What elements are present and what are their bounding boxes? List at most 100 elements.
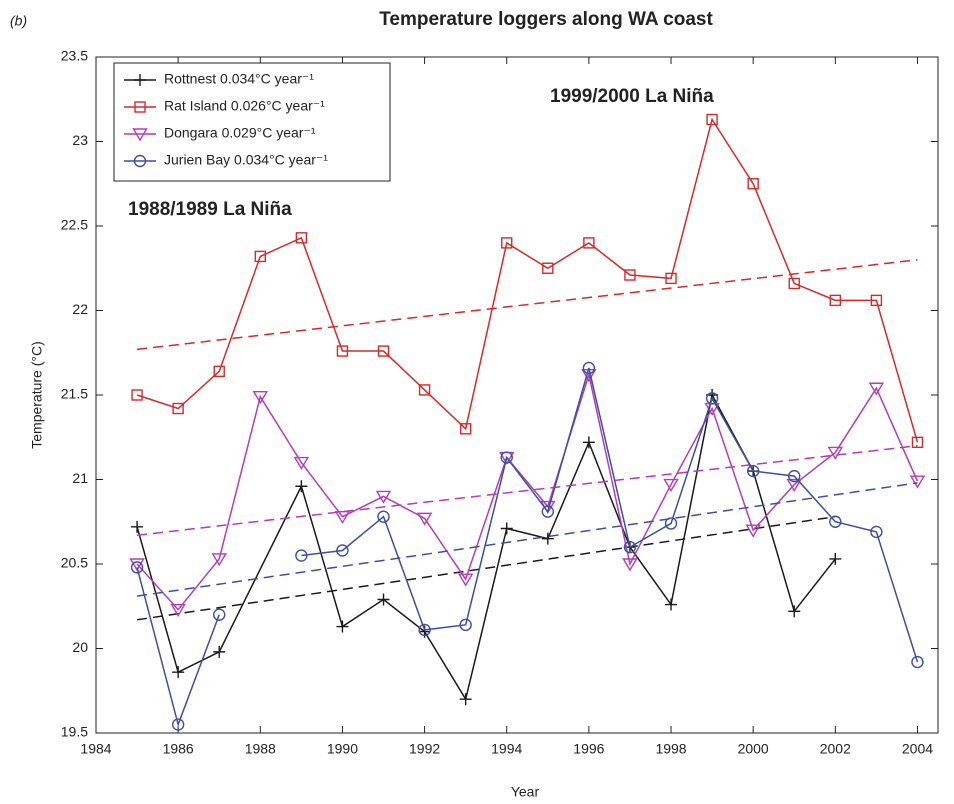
marker xyxy=(870,525,883,539)
marker xyxy=(500,522,513,535)
marker xyxy=(583,237,595,249)
marker xyxy=(911,655,924,669)
marker xyxy=(501,237,513,249)
legend-label: Dongara 0.029°C year⁻¹ xyxy=(164,125,316,141)
legend-label: Jurien Bay 0.034°C year⁻¹ xyxy=(164,152,328,168)
marker xyxy=(375,490,392,504)
y-tick-label: 21.5 xyxy=(61,386,88,402)
marker xyxy=(336,345,349,357)
marker xyxy=(829,294,842,307)
y-tick-label: 22.5 xyxy=(61,217,88,233)
marker xyxy=(171,718,185,731)
marker xyxy=(909,475,926,489)
marker xyxy=(134,74,146,86)
marker xyxy=(541,532,554,545)
y-tick-label: 22 xyxy=(72,301,88,317)
marker xyxy=(870,294,883,307)
marker xyxy=(500,451,513,464)
x-tick-label: 1984 xyxy=(80,741,111,757)
y-tick-label: 20.5 xyxy=(61,555,88,571)
x-tick-label: 2004 xyxy=(902,741,933,757)
y-tick-label: 21 xyxy=(72,470,88,486)
marker xyxy=(827,446,844,460)
marker xyxy=(664,517,678,530)
marker xyxy=(663,478,679,492)
trend-line xyxy=(136,444,918,537)
marker xyxy=(665,598,678,611)
marker xyxy=(334,510,351,525)
marker xyxy=(295,232,308,244)
marker xyxy=(665,272,677,285)
marker xyxy=(336,620,349,633)
marker xyxy=(252,390,269,405)
series-line xyxy=(136,392,836,702)
marker xyxy=(788,469,801,483)
legend-label: Rat Island 0.026°C year⁻¹ xyxy=(164,98,325,114)
marker xyxy=(706,113,718,126)
x-tick-label: 1992 xyxy=(409,741,440,757)
y-tick-label: 23 xyxy=(72,132,88,148)
legend-label: Rottnest 0.034°C year⁻¹ xyxy=(164,71,314,87)
marker xyxy=(459,423,472,435)
marker xyxy=(624,269,636,281)
y-axis-label: Temperature (°C) xyxy=(29,341,45,449)
x-tick-label: 1990 xyxy=(327,741,358,757)
marker xyxy=(747,178,759,190)
marker xyxy=(295,549,308,562)
marker xyxy=(293,456,310,470)
marker xyxy=(788,277,800,290)
marker xyxy=(213,608,226,621)
marker xyxy=(788,605,801,618)
marker xyxy=(829,552,842,565)
panel-label: (b) xyxy=(10,13,27,29)
marker xyxy=(911,436,924,449)
marker xyxy=(622,558,638,572)
marker xyxy=(542,262,554,274)
marker xyxy=(172,402,184,415)
x-tick-label: 2002 xyxy=(820,741,851,757)
marker xyxy=(457,573,474,587)
y-tick-label: 20 xyxy=(72,639,88,655)
marker xyxy=(213,365,225,378)
y-tick-label: 23.5 xyxy=(61,48,88,64)
marker xyxy=(213,645,226,658)
marker xyxy=(130,561,144,574)
marker xyxy=(295,480,308,493)
marker xyxy=(582,436,595,449)
x-tick-label: 2000 xyxy=(738,741,769,757)
x-axis-label: Year xyxy=(511,784,540,800)
marker xyxy=(133,154,147,168)
trend-line xyxy=(136,259,918,351)
x-tick-label: 1988 xyxy=(245,741,276,757)
marker xyxy=(746,464,760,478)
marker xyxy=(786,478,802,492)
x-tick-label: 1996 xyxy=(573,741,604,757)
marker xyxy=(377,510,390,523)
marker xyxy=(129,558,145,572)
marker xyxy=(868,382,885,396)
marker xyxy=(211,553,227,567)
x-tick-label: 1998 xyxy=(655,741,686,757)
series-line xyxy=(301,367,919,663)
trend-line xyxy=(136,515,836,621)
marker xyxy=(336,544,349,557)
marker xyxy=(418,384,431,396)
marker xyxy=(416,512,433,526)
marker xyxy=(541,505,555,518)
marker xyxy=(418,623,431,637)
marker xyxy=(254,250,266,263)
marker xyxy=(134,101,146,113)
series-line xyxy=(136,371,919,611)
marker xyxy=(745,524,761,538)
marker xyxy=(459,693,472,706)
marker xyxy=(705,392,719,405)
x-tick-label: 1986 xyxy=(163,741,194,757)
marker xyxy=(131,520,144,533)
marker xyxy=(172,666,185,679)
trend-line xyxy=(136,482,918,597)
chart-title: Temperature loggers along WA coast xyxy=(379,9,713,30)
marker xyxy=(623,540,637,554)
annotation: 1999/2000 La Niña xyxy=(550,86,714,107)
series-line xyxy=(136,567,220,728)
